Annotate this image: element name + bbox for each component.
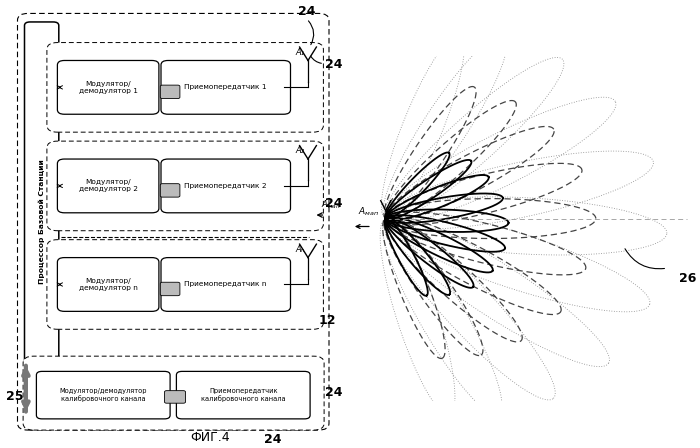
Text: 24: 24 — [298, 4, 315, 18]
FancyBboxPatch shape — [164, 391, 186, 403]
Text: Модулятор/демодулятор
калибровочного канала: Модулятор/демодулятор калибровочного кан… — [60, 388, 147, 402]
Text: $A_{мап}$: $A_{мап}$ — [321, 198, 340, 211]
FancyBboxPatch shape — [47, 43, 323, 132]
FancyBboxPatch shape — [161, 60, 290, 114]
FancyBboxPatch shape — [57, 258, 159, 311]
Text: 25: 25 — [6, 390, 23, 403]
FancyBboxPatch shape — [47, 240, 323, 329]
Text: 24: 24 — [265, 432, 281, 446]
FancyBboxPatch shape — [36, 371, 170, 419]
Text: Модулятор/
демодулятор n: Модулятор/ демодулятор n — [78, 278, 138, 291]
FancyBboxPatch shape — [160, 85, 180, 99]
Text: 24: 24 — [326, 385, 343, 399]
Text: Aₙ: Aₙ — [295, 245, 304, 254]
Text: Модулятор/
демодулятор 1: Модулятор/ демодулятор 1 — [78, 81, 138, 94]
Text: A₁: A₁ — [295, 48, 304, 57]
Text: ФИГ.4: ФИГ.4 — [190, 431, 230, 444]
Text: A₂: A₂ — [295, 146, 304, 155]
FancyBboxPatch shape — [47, 141, 323, 231]
Text: 24: 24 — [326, 58, 343, 72]
Text: $A_{мап}$: $A_{мап}$ — [358, 205, 379, 218]
Text: 24: 24 — [326, 197, 343, 211]
FancyBboxPatch shape — [18, 13, 329, 430]
Text: Приемопередатчик 2: Приемопередатчик 2 — [184, 183, 267, 189]
FancyBboxPatch shape — [176, 371, 310, 419]
Text: Приемопередатчик n: Приемопередатчик n — [185, 281, 267, 288]
FancyBboxPatch shape — [161, 258, 290, 311]
FancyBboxPatch shape — [161, 159, 290, 213]
Text: Приемопередатчик 1: Приемопередатчик 1 — [184, 84, 267, 90]
FancyBboxPatch shape — [57, 159, 159, 213]
FancyBboxPatch shape — [160, 282, 180, 296]
Text: Модулятор/
демодулятор 2: Модулятор/ демодулятор 2 — [78, 179, 138, 193]
Text: Процессор Базовой Станции: Процессор Базовой Станции — [38, 159, 45, 284]
Text: 12: 12 — [318, 314, 336, 327]
Text: Приемопередатчик
калибровочного канала: Приемопередатчик калибровочного канала — [201, 388, 286, 402]
Text: 26: 26 — [679, 271, 696, 284]
FancyBboxPatch shape — [23, 356, 324, 430]
FancyBboxPatch shape — [57, 60, 159, 114]
FancyBboxPatch shape — [160, 184, 180, 197]
FancyBboxPatch shape — [25, 22, 59, 421]
